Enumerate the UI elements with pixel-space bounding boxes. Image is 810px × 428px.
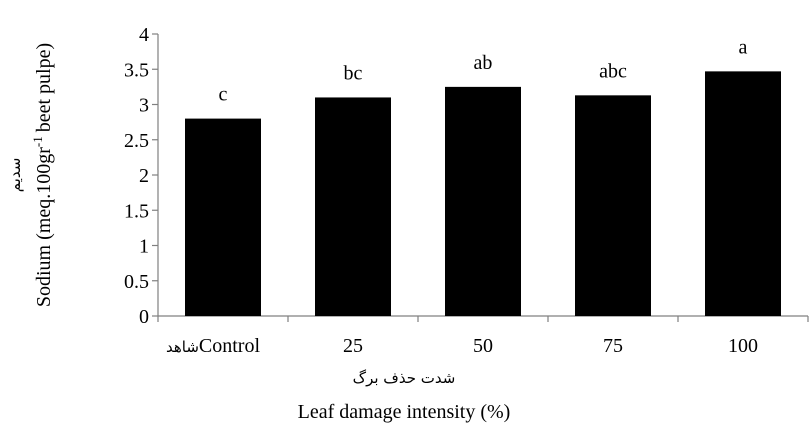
y-axis-title: Sodium (meq.100gr-1 beet pulpe) (30, 43, 55, 307)
x-tick-label: 100 (728, 335, 758, 357)
x-tick-label-persian: شاهد (166, 338, 199, 356)
y-tick-label: 0.5 (124, 271, 149, 293)
y-axis: 0 0.5 1 1.5 2 2.5 3 3.5 4 (124, 24, 159, 328)
y-tick-label: 4 (139, 24, 149, 46)
significance-letter: abc (599, 60, 627, 82)
x-axis-title-persian: شدت حذف برگ (353, 369, 456, 387)
significance-letter: a (739, 36, 748, 58)
y-tick-label: 3 (139, 95, 149, 117)
x-tick-label-english: Control (199, 335, 261, 357)
y-tick-label: 3.5 (124, 59, 149, 81)
bars (185, 71, 781, 317)
y-tick-label: 2.5 (124, 130, 149, 152)
bar (705, 71, 781, 317)
x-tick-label: شاهدControl (166, 335, 260, 357)
y-axis-title-persian: سدیم (6, 158, 24, 193)
significance-letters: c bc ab abc a (219, 36, 748, 105)
bar (315, 97, 391, 316)
y-tick-label: 1 (139, 236, 149, 258)
bar (445, 86, 521, 316)
x-axis-title: Leaf damage intensity (%) (298, 401, 511, 423)
x-tick-label: 25 (343, 335, 363, 357)
significance-letter: bc (344, 62, 363, 84)
significance-letter: ab (474, 52, 493, 74)
bar (185, 118, 261, 316)
y-tick-label: 0 (139, 306, 149, 328)
significance-letter: c (219, 84, 228, 106)
y-axis-title-prefix: Sodium (meq.100gr (33, 147, 55, 307)
y-tick-label: 1.5 (124, 200, 149, 222)
x-axis: شاهدControl 25 50 75 100 (157, 315, 809, 357)
y-tick-label: 2 (139, 165, 149, 187)
x-tick-label: 50 (473, 335, 493, 357)
bar (575, 95, 651, 317)
y-axis-title-superscript: -1 (30, 136, 45, 147)
x-tick-label: 75 (603, 335, 623, 357)
y-axis-title-suffix: beet pulpe) (33, 43, 55, 132)
